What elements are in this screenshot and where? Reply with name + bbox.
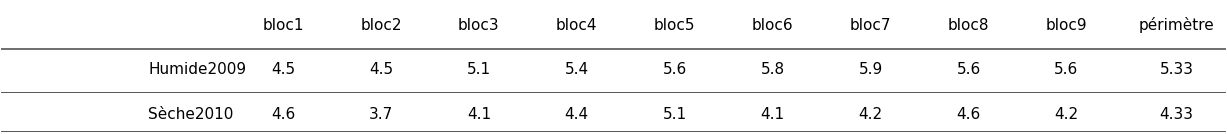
Text: 5.6: 5.6 xyxy=(663,62,687,77)
Text: 4.6: 4.6 xyxy=(956,107,980,122)
Text: 4.1: 4.1 xyxy=(466,107,491,122)
Text: bloc5: bloc5 xyxy=(654,18,696,33)
Text: 4.1: 4.1 xyxy=(761,107,785,122)
Text: bloc3: bloc3 xyxy=(458,18,499,33)
Text: Humide2009: Humide2009 xyxy=(148,62,247,77)
Text: 5.1: 5.1 xyxy=(466,62,491,77)
Text: 3.7: 3.7 xyxy=(369,107,393,122)
Text: 4.4: 4.4 xyxy=(564,107,589,122)
Text: bloc4: bloc4 xyxy=(556,18,598,33)
Text: 5.1: 5.1 xyxy=(663,107,687,122)
Text: bloc7: bloc7 xyxy=(850,18,891,33)
Text: 4.5: 4.5 xyxy=(369,62,393,77)
Text: bloc9: bloc9 xyxy=(1045,18,1087,33)
Text: 5.6: 5.6 xyxy=(956,62,980,77)
Text: 4.2: 4.2 xyxy=(1054,107,1079,122)
Text: 5.4: 5.4 xyxy=(564,62,589,77)
Text: bloc2: bloc2 xyxy=(361,18,401,33)
Text: 5.6: 5.6 xyxy=(1054,62,1079,77)
Text: bloc1: bloc1 xyxy=(263,18,304,33)
Text: 5.8: 5.8 xyxy=(761,62,785,77)
Text: 4.2: 4.2 xyxy=(859,107,882,122)
Text: 5.33: 5.33 xyxy=(1160,62,1194,77)
Text: bloc6: bloc6 xyxy=(752,18,794,33)
Text: Sèche2010: Sèche2010 xyxy=(148,107,233,122)
Text: périmètre: périmètre xyxy=(1139,17,1215,33)
Text: 4.33: 4.33 xyxy=(1160,107,1194,122)
Text: 5.9: 5.9 xyxy=(859,62,882,77)
Text: bloc8: bloc8 xyxy=(947,18,989,33)
Text: 4.6: 4.6 xyxy=(271,107,294,122)
Text: 4.5: 4.5 xyxy=(271,62,294,77)
